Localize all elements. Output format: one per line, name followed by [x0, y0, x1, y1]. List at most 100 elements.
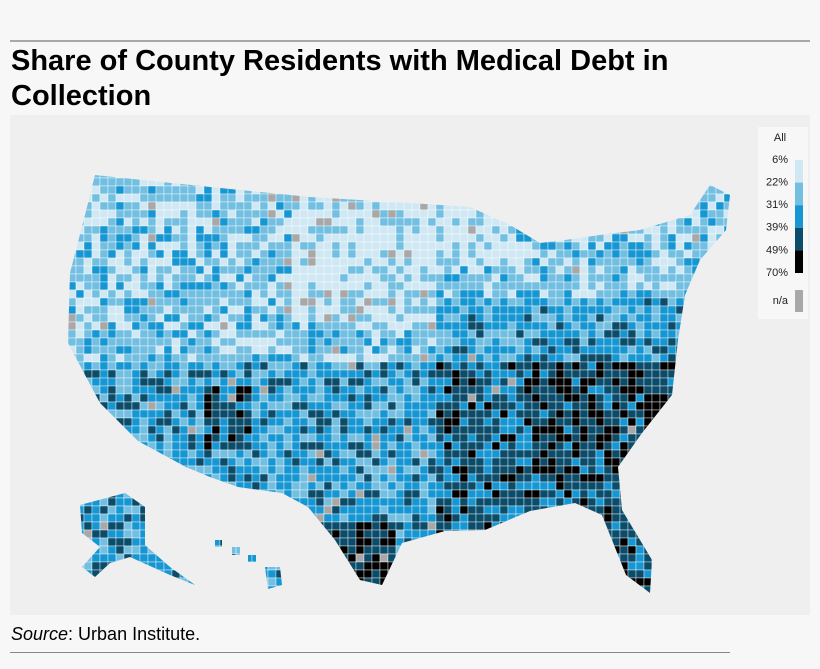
county — [547, 321, 557, 331]
county — [419, 385, 429, 395]
county — [283, 241, 293, 251]
county — [531, 473, 541, 483]
county — [115, 393, 125, 403]
county — [603, 281, 613, 291]
county — [387, 497, 397, 507]
county — [379, 233, 389, 243]
county — [595, 305, 605, 315]
county — [275, 361, 285, 371]
county — [587, 257, 597, 267]
county — [443, 321, 453, 331]
county — [691, 249, 701, 259]
county — [331, 401, 341, 411]
county — [539, 409, 549, 419]
county — [219, 433, 229, 443]
county — [595, 273, 605, 283]
county — [387, 321, 397, 331]
county — [627, 297, 637, 307]
county — [275, 417, 285, 427]
county — [267, 577, 277, 587]
county — [427, 433, 437, 443]
county — [371, 457, 381, 467]
county — [403, 345, 413, 355]
county — [403, 353, 413, 363]
county — [579, 377, 589, 387]
county — [571, 369, 581, 379]
county — [307, 465, 317, 475]
county — [467, 281, 477, 291]
county — [515, 385, 525, 395]
county — [307, 225, 317, 235]
county — [355, 273, 365, 283]
county — [371, 289, 381, 299]
county — [491, 329, 501, 339]
county — [675, 257, 685, 267]
county — [115, 521, 125, 531]
county — [571, 385, 581, 395]
county — [587, 473, 597, 483]
county — [195, 265, 205, 275]
county — [171, 329, 181, 339]
county — [195, 249, 205, 259]
county — [299, 377, 309, 387]
county — [627, 273, 637, 283]
county — [123, 201, 133, 211]
county — [395, 289, 405, 299]
county — [467, 329, 477, 339]
county — [459, 505, 469, 515]
county — [163, 281, 173, 291]
county — [603, 329, 613, 339]
county — [603, 345, 613, 355]
county — [547, 353, 557, 363]
county — [667, 265, 677, 275]
county — [171, 233, 181, 243]
county — [523, 369, 533, 379]
county — [595, 361, 605, 371]
county — [147, 329, 157, 339]
county — [531, 345, 541, 355]
county — [611, 313, 621, 323]
county — [443, 513, 453, 523]
county — [275, 233, 285, 243]
county — [451, 241, 461, 251]
county — [403, 249, 413, 259]
county — [435, 217, 445, 227]
county — [251, 329, 261, 339]
county — [363, 313, 373, 323]
county — [635, 329, 645, 339]
county — [459, 337, 469, 347]
county — [259, 369, 269, 379]
county — [307, 345, 317, 355]
county — [259, 377, 269, 387]
county — [635, 313, 645, 323]
county — [451, 497, 461, 507]
county — [483, 481, 493, 491]
county — [139, 433, 149, 443]
county — [139, 185, 149, 195]
county — [467, 209, 477, 219]
county — [563, 425, 573, 435]
county — [499, 273, 509, 283]
county — [99, 305, 109, 315]
county — [387, 273, 397, 283]
county — [235, 297, 245, 307]
county — [323, 465, 333, 475]
county — [483, 257, 493, 267]
county — [715, 193, 725, 203]
county — [267, 409, 277, 419]
county — [275, 217, 285, 227]
county — [307, 361, 317, 371]
county — [459, 441, 469, 451]
county — [283, 209, 293, 219]
county — [539, 457, 549, 467]
county — [491, 289, 501, 299]
county — [379, 321, 389, 331]
county — [147, 337, 157, 347]
county — [243, 433, 253, 443]
county — [291, 369, 301, 379]
county — [331, 233, 341, 243]
county — [715, 225, 725, 235]
county — [267, 329, 277, 339]
county — [339, 297, 349, 307]
county — [427, 353, 437, 363]
